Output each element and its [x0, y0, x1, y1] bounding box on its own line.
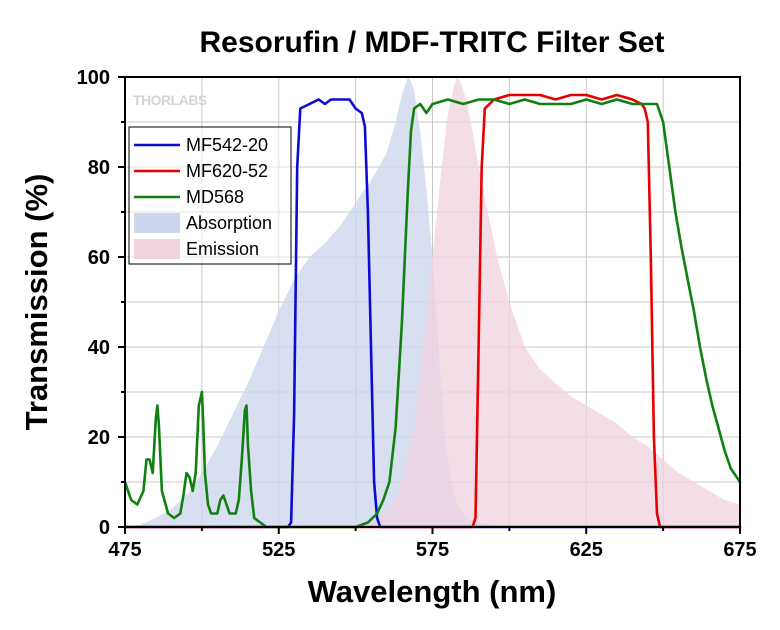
legend-label-mf620-52: MF620-52	[186, 161, 268, 181]
y-tick-label: 100	[77, 67, 110, 89]
series-line-mf542-20	[123, 98, 742, 529]
thorlabs-logo: THORLABS	[133, 92, 207, 108]
x-tick-label: 525	[262, 539, 295, 561]
series-line-mf620-52	[123, 93, 742, 529]
legend-swatch-emission	[134, 239, 180, 259]
x-tick-label: 475	[108, 539, 141, 561]
y-axis-title: Transmission (%)	[19, 174, 54, 431]
legend-label-md568: MD568	[186, 187, 244, 207]
legend-swatch-absorption	[134, 213, 180, 233]
spectra-areas	[125, 77, 740, 527]
legend: MF542-20 MF620-52 MD568 Absorption Emission	[128, 126, 292, 265]
legend-label-absorption: Absorption	[186, 213, 272, 233]
x-tick-label: 575	[416, 539, 449, 561]
y-tick-label: 40	[88, 337, 110, 359]
x-tick-label: 625	[570, 539, 603, 561]
y-tick-label: 80	[88, 157, 110, 179]
x-axis-title: Wavelength (nm)	[308, 574, 557, 609]
y-tick-label: 60	[88, 247, 110, 269]
x-tick-label: 675	[723, 539, 756, 561]
axis-ticks: 475 525 575 625 675 0 20 40 60 80 100	[77, 67, 757, 561]
series-area-emission	[125, 77, 740, 527]
legend-label-mf542-20: MF542-20	[186, 135, 268, 155]
y-tick-label: 20	[88, 427, 110, 449]
legend-label-emission: Emission	[186, 239, 259, 259]
chart-title: Resorufin / MDF-TRITC Filter Set	[200, 26, 665, 59]
y-tick-label: 0	[99, 517, 110, 539]
